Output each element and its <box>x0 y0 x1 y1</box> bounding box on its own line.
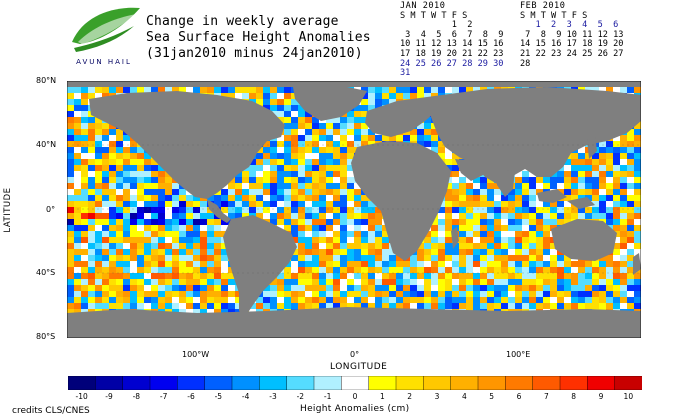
colorbar-label: -6 <box>187 392 195 401</box>
calendar-week: 1 2 <box>400 20 473 31</box>
calendar-week: 3 4 5 6 7 8 9 <box>400 29 504 40</box>
calendar-week-highlighted: 1 2 3 4 5 6 <box>520 20 619 31</box>
y-tick-label: 80°S <box>36 332 56 341</box>
colorbar-label: 1 <box>379 392 385 401</box>
credits-text: credits CLS/CNES <box>12 406 90 416</box>
colorbar-swatch <box>95 376 124 390</box>
colorbar-swatch <box>286 376 315 390</box>
colorbar-label: -4 <box>241 392 250 401</box>
colorbar-swatch <box>532 376 561 390</box>
colorbar-swatch <box>505 376 534 390</box>
colorbar-units: Height Anomalies (cm) <box>300 404 410 414</box>
colorbar-swatch <box>149 376 178 390</box>
calendar-week: 17 18 19 20 21 22 23 <box>400 48 504 59</box>
colorbar-swatch <box>177 376 206 390</box>
colorbar-labels: -10 -9 -8 -7 -6 -5 -4 -3 -2 -1 0 1 2 3 4 5 6 7 8 9 10 <box>68 392 642 404</box>
colorbar-label: -5 <box>214 392 223 401</box>
sea-height-map <box>67 81 641 338</box>
colorbar-swatch <box>341 376 370 390</box>
colorbar-swatch <box>204 376 233 390</box>
title-line-1: Change in weekly average <box>146 14 339 29</box>
colorbar-label: -1 <box>323 392 332 401</box>
colorbar-swatch <box>477 376 506 390</box>
x-tick-label: 100°E <box>506 350 531 359</box>
y-tick-label: 80°N <box>36 76 57 85</box>
y-tick-label: 40°N <box>36 140 57 149</box>
y-axis-label: LATITUDE <box>3 187 13 233</box>
calendar-week: 14 15 16 17 18 19 20 <box>520 39 624 50</box>
calendar-february: FEB 2010 S M T W T F S 1 2 3 4 5 6 7 8 9… <box>520 1 624 69</box>
colorbar-label: 2 <box>407 392 413 401</box>
colorbar-swatch <box>587 376 616 390</box>
colorbar-label: 3 <box>434 392 440 401</box>
colorbar-swatch <box>313 376 342 390</box>
colorbar-swatch <box>368 376 397 390</box>
aviso-logo: AVUN HAIL <box>72 7 140 66</box>
colorbar-swatch <box>559 376 588 390</box>
colorbar-swatch <box>395 376 424 390</box>
colorbar-label: -2 <box>296 392 305 401</box>
y-tick-label: 0° <box>46 205 56 214</box>
colorbar-label: -10 <box>75 392 88 401</box>
map-title: Change in weekly average Sea Surface Hei… <box>146 14 371 62</box>
colorbar-swatch <box>259 376 288 390</box>
colorbar-label: 8 <box>571 392 577 401</box>
colorbar-swatch <box>614 376 642 390</box>
colorbar-label: 7 <box>543 392 549 401</box>
calendar-week-highlighted: 31 <box>400 68 411 79</box>
colorbar-label: -3 <box>269 392 277 401</box>
calendar-week: 7 8 9 10 11 12 13 <box>520 29 624 40</box>
colorbar <box>68 376 642 390</box>
x-tick-label: 0° <box>350 350 360 359</box>
x-axis-label: LONGITUDE <box>330 362 388 372</box>
colorbar-label: 0 <box>352 392 358 401</box>
calendar-week-highlighted: 24 25 26 27 28 29 30 <box>400 58 504 69</box>
logo-text: AVUN HAIL <box>76 58 132 66</box>
calendar-month: JAN 2010 <box>400 1 446 11</box>
calendar-week: 28 <box>520 58 531 69</box>
calendar-january: JAN 2010 S M T W T F S 1 2 3 4 5 6 7 8 9… <box>400 1 504 79</box>
title-line-2: Sea Surface Height Anomalies <box>146 30 371 45</box>
colorbar-label: 9 <box>598 392 604 401</box>
calendar-header: S M T W T F S <box>400 10 468 21</box>
colorbar-swatch <box>423 376 452 390</box>
colorbar-label: -7 <box>159 392 168 401</box>
colorbar-swatch <box>122 376 151 390</box>
colorbar-label: 6 <box>516 392 522 401</box>
title-line-3: (31jan2010 minus 24jan2010) <box>146 46 363 61</box>
calendar-header: S M T W T F S <box>520 10 588 21</box>
colorbar-label: -8 <box>132 392 141 401</box>
colorbar-label: 10 <box>623 392 634 401</box>
calendar-month: FEB 2010 <box>520 1 566 11</box>
colorbar-label: 4 <box>461 392 467 401</box>
colorbar-swatch <box>231 376 260 390</box>
calendar-week: 21 22 23 24 25 26 27 <box>520 48 624 59</box>
colorbar-swatch <box>68 376 96 390</box>
calendar-week: 10 11 12 13 14 15 16 <box>400 39 504 50</box>
colorbar-label: 5 <box>489 392 495 401</box>
colorbar-label: -9 <box>105 392 113 401</box>
colorbar-swatch <box>450 376 479 390</box>
x-tick-label: 100°W <box>182 350 210 359</box>
y-tick-label: 40°S <box>36 268 56 277</box>
land-masses <box>67 81 641 338</box>
